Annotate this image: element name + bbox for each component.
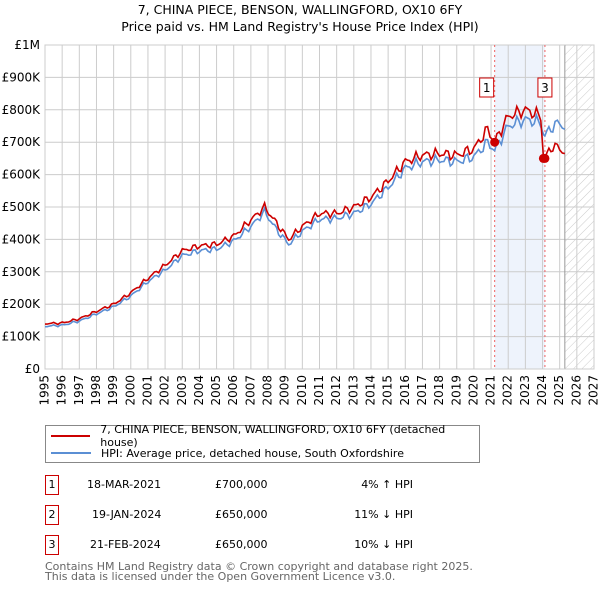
x-tick-label: 2001 [140,375,154,406]
sale-date: 19-JAN-2024 [92,508,162,521]
x-tick-label: 2021 [484,375,498,406]
x-tick-label: 2006 [226,375,240,406]
sale-price: £650,000 [215,508,268,521]
x-tick-label: 2027 [587,375,600,406]
sale-hpi: 11% ↓ HPI [354,508,413,521]
x-tick-label: 2003 [175,375,189,406]
sale-hpi: 4% ↑ HPI [361,478,413,491]
y-tick-label: £1M [14,38,40,52]
legend-label: 7, CHINA PIECE, BENSON, WALLINGFORD, OX1… [100,423,446,449]
x-tick-label: 2016 [398,375,412,406]
x-tick-label: 2023 [518,375,532,406]
sale-row: 3 21-FEB-2024 £650,000 10% ↓ HPI [45,535,485,555]
x-tick-label: 2013 [346,375,360,406]
x-tick-label: 2005 [209,375,223,406]
sale-row: 2 19-JAN-2024 £650,000 11% ↓ HPI [45,505,485,525]
y-tick-label: £700K [2,135,42,149]
plot-border [44,44,595,370]
sale-price: £650,000 [215,538,268,551]
y-tick-label: £600K [2,168,42,182]
sale-date: 18-MAR-2021 [87,478,162,491]
sale-point [540,153,550,163]
sale-price: £700,000 [215,478,268,491]
x-tick-label: 2015 [381,375,395,406]
x-tick-label: 2017 [415,375,429,406]
chart-subtitle: Price paid vs. HM Land Registry's House … [121,19,479,34]
sale-marker-label: 3 [541,81,549,95]
x-tick-label: 1995 [38,375,52,406]
hpi-line [45,112,566,328]
footer-line-1: Contains HM Land Registry data © Crown c… [45,560,473,573]
sale-number: 1 [45,475,59,495]
x-tick-label: 2025 [552,375,566,406]
x-tick-label: 2014 [363,375,377,406]
x-tick-label: 2018 [432,375,446,406]
footer-line-2: This data is licensed under the Open Gov… [45,570,396,583]
legend-swatch-red [51,435,91,437]
legend-item-hpi: HPI: Average price, detached house, Sout… [46,445,404,461]
sale-number: 2 [45,505,59,525]
sale-row: 1 18-MAR-2021 £700,000 4% ↑ HPI [45,475,485,495]
property-price-line [45,103,566,326]
y-tick-label: £400K [2,232,42,246]
x-tick-label: 2010 [295,375,309,406]
x-tick-label: 2022 [501,375,515,406]
sale-point [490,137,500,147]
x-tick-label: 2019 [449,375,463,406]
x-tick-label: 2008 [261,375,275,406]
legend: 7, CHINA PIECE, BENSON, WALLINGFORD, OX1… [45,423,480,463]
y-tick-label: £300K [2,265,42,279]
x-tick-label: 2020 [466,375,480,406]
x-tick-label: 2011 [312,375,326,406]
sale-hpi: 10% ↓ HPI [354,538,413,551]
sale-marker-label: 1 [483,81,491,95]
legend-item-property: 7, CHINA PIECE, BENSON, WALLINGFORD, OX1… [46,423,479,449]
x-tick-label: 1998 [89,375,103,406]
y-tick-label: £0 [25,362,40,376]
y-tick-label: £200K [2,297,42,311]
x-tick-label: 2024 [535,375,549,406]
x-tick-label: 1997 [72,375,86,406]
chart-title: 7, CHINA PIECE, BENSON, WALLINGFORD, OX1… [137,2,463,17]
x-tick-label: 2012 [329,375,343,406]
y-tick-label: £900K [2,70,42,84]
sale-marker-box [537,77,553,98]
x-tick-label: 2002 [158,375,172,406]
sale-number: 3 [45,535,59,555]
sale-date: 21-FEB-2024 [90,538,161,551]
sale-marker-box [479,77,495,98]
y-tick-label: £500K [2,200,42,214]
x-tick-label: 2004 [192,375,206,406]
x-tick-label: 1999 [106,375,120,406]
legend-swatch-blue [51,452,91,454]
x-tick-label: 1996 [55,375,69,406]
plot-area: 1 3 £0 £100K £200K £300K £400K £500K £600K £700K £… [2,38,600,406]
y-tick-label: £100K [2,330,42,344]
x-tick-label: 2000 [123,375,137,406]
x-tick-label: 2009 [278,375,292,406]
y-tick-label: £800K [2,103,42,117]
x-tick-label: 2007 [243,375,257,406]
legend-label: HPI: Average price, detached house, Sout… [101,446,404,460]
x-tick-label: 2026 [569,375,583,406]
